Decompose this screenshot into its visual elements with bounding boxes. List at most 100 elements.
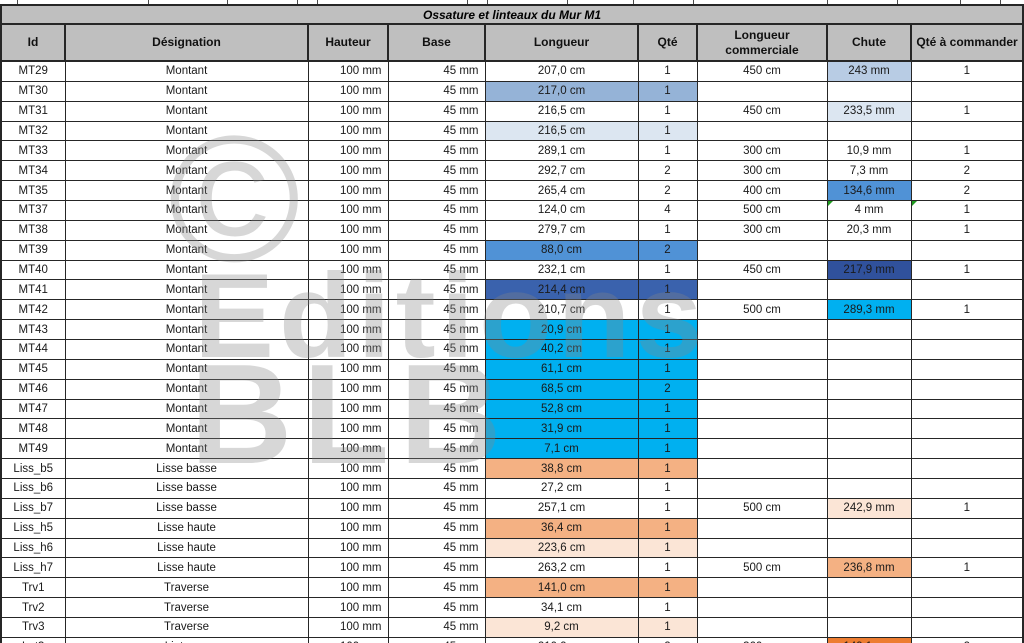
cell-hauteur: 100 mm xyxy=(307,299,389,321)
cell-designation: Montant xyxy=(64,279,309,301)
cell-designation: Montant xyxy=(64,120,309,142)
cell-qte_commander xyxy=(910,80,1024,102)
cell-base: 45 mm xyxy=(387,378,486,400)
cell-qte_commander: 1 xyxy=(910,219,1024,241)
cell-designation: Montant xyxy=(64,299,309,321)
table-row: MT34 Montant 100 mm 45 mm 292,7 cm 2 300 cm 7,3… xyxy=(0,160,1024,182)
cell-commerciale xyxy=(696,339,828,360)
cell-longueur: 216,5 cm xyxy=(484,100,639,122)
cell-qte: 1 xyxy=(637,497,698,519)
cell-qte_commander: 1 xyxy=(910,200,1024,221)
cell-base: 45 mm xyxy=(387,358,486,380)
cell-chute: 233,5 mm xyxy=(826,100,912,122)
cell-hauteur: 100 mm xyxy=(307,597,389,619)
cell-qte: 2 xyxy=(637,160,698,182)
column-header-qte-a-commander: Qté à commander xyxy=(909,23,1024,62)
cell-commerciale: 300 cm xyxy=(696,140,828,162)
cell-designation: Lisse haute xyxy=(64,557,309,579)
cell-id: MT48 xyxy=(0,418,66,440)
cell-hauteur: 100 mm xyxy=(307,537,389,559)
cell-chute: 20,3 mm xyxy=(826,219,912,241)
cell-id: MT38 xyxy=(0,219,66,241)
cell-hauteur: 100 mm xyxy=(307,180,389,202)
cell-chute xyxy=(826,458,912,480)
cell-commerciale xyxy=(696,478,828,499)
cell-qte: 1 xyxy=(637,597,698,619)
cell-qte: 1 xyxy=(637,319,698,341)
column-header-hauteur: Hauteur xyxy=(307,23,389,62)
cell-chute xyxy=(826,617,912,638)
cell-commerciale: 450 cm xyxy=(696,259,828,281)
cell-id: MT35 xyxy=(0,180,66,202)
table-row: MT47 Montant 100 mm 45 mm 52,8 cm 1 xyxy=(0,398,1024,420)
cell-qte: 1 xyxy=(637,140,698,162)
cell-qte: 1 xyxy=(637,120,698,142)
cell-designation: Traverse xyxy=(64,577,309,599)
cell-longueur: 217,0 cm xyxy=(484,80,639,102)
cell-hauteur: 100 mm xyxy=(307,497,389,519)
cell-qte_commander: 2 xyxy=(910,160,1024,182)
cell-designation: Traverse xyxy=(64,597,309,619)
cell-qte_commander: 2 xyxy=(910,636,1024,643)
cell-qte_commander xyxy=(910,577,1024,599)
table-row: MT46 Montant 100 mm 45 mm 68,5 cm 2 xyxy=(0,378,1024,400)
cell-commerciale xyxy=(696,279,828,301)
cell-designation: Montant xyxy=(64,160,309,182)
cell-designation: Montant xyxy=(64,319,309,341)
cell-id: Liss_h5 xyxy=(0,517,66,539)
table-row: MT37 Montant 100 mm 45 mm 124,0 cm 4 500 cm 4 m… xyxy=(0,200,1024,221)
cell-base: 45 mm xyxy=(387,398,486,420)
table-row: Liss_h6 Lisse haute 100 mm 45 mm 223,6 cm 1 xyxy=(0,537,1024,559)
cell-qte: 1 xyxy=(637,100,698,122)
cell-longueur: 36,4 cm xyxy=(484,517,639,539)
table-row: MT48 Montant 100 mm 45 mm 31,9 cm 1 xyxy=(0,418,1024,440)
cell-chute xyxy=(826,597,912,619)
table-row: MT44 Montant 100 mm 45 mm 40,2 cm 1 xyxy=(0,339,1024,360)
cell-hauteur: 100 mm xyxy=(307,219,389,241)
grid-tick xyxy=(633,0,634,4)
cell-id: MT47 xyxy=(0,398,66,420)
cell-qte: 1 xyxy=(637,80,698,102)
cell-id: Liss_b7 xyxy=(0,497,66,519)
cell-designation: Montant xyxy=(64,80,309,102)
cell-base: 45 mm xyxy=(387,160,486,182)
cell-base: 45 mm xyxy=(387,200,486,221)
cell-qte: 1 xyxy=(637,438,698,460)
cell-designation: Montant xyxy=(64,200,309,221)
cell-chute xyxy=(826,120,912,142)
table-row: MT45 Montant 100 mm 45 mm 61,1 cm 1 xyxy=(0,358,1024,380)
cell-id: MT30 xyxy=(0,80,66,102)
cell-base: 45 mm xyxy=(387,80,486,102)
grid-tick xyxy=(17,0,18,4)
cell-qte_commander xyxy=(910,617,1024,638)
cell-base: 45 mm xyxy=(387,339,486,360)
cell-chute: 236,8 mm xyxy=(826,557,912,579)
table-row: MT33 Montant 100 mm 45 mm 289,1 cm 1 300 cm 10,… xyxy=(0,140,1024,162)
cell-longueur: 257,1 cm xyxy=(484,497,639,519)
cell-hauteur: 100 mm xyxy=(307,140,389,162)
cell-longueur: 214,4 cm xyxy=(484,279,639,301)
cell-longueur: 216,5 cm xyxy=(484,120,639,142)
cell-designation: Traverse xyxy=(64,617,309,638)
cell-qte_commander: 1 xyxy=(910,140,1024,162)
cell-base: 45 mm xyxy=(387,458,486,480)
cell-chute xyxy=(826,537,912,559)
cell-longueur: 40,2 cm xyxy=(484,339,639,360)
grid-tick xyxy=(693,0,694,4)
cell-commerciale xyxy=(696,517,828,539)
cell-longueur: 52,8 cm xyxy=(484,398,639,420)
cell-commerciale: 500 cm xyxy=(696,557,828,579)
cell-commerciale xyxy=(696,438,828,460)
cell-hauteur: 100 mm xyxy=(307,80,389,102)
table-row: MT31 Montant 100 mm 45 mm 216,5 cm 1 450 cm 233… xyxy=(0,100,1024,122)
cell-chute: 134,6 mm xyxy=(826,180,912,202)
table-row: Trv1 Traverse 100 mm 45 mm 141,0 cm 1 xyxy=(0,577,1024,599)
column-header-longueur: Longueur xyxy=(484,23,639,62)
cell-qte_commander xyxy=(910,358,1024,380)
cell-qte_commander xyxy=(910,120,1024,142)
grid-tick xyxy=(567,0,568,4)
table-title: Ossature et linteaux du Mur M1 xyxy=(0,4,1024,25)
cell-qte: 1 xyxy=(637,60,698,82)
cell-chute xyxy=(826,319,912,341)
cell-designation: Montant xyxy=(64,180,309,202)
